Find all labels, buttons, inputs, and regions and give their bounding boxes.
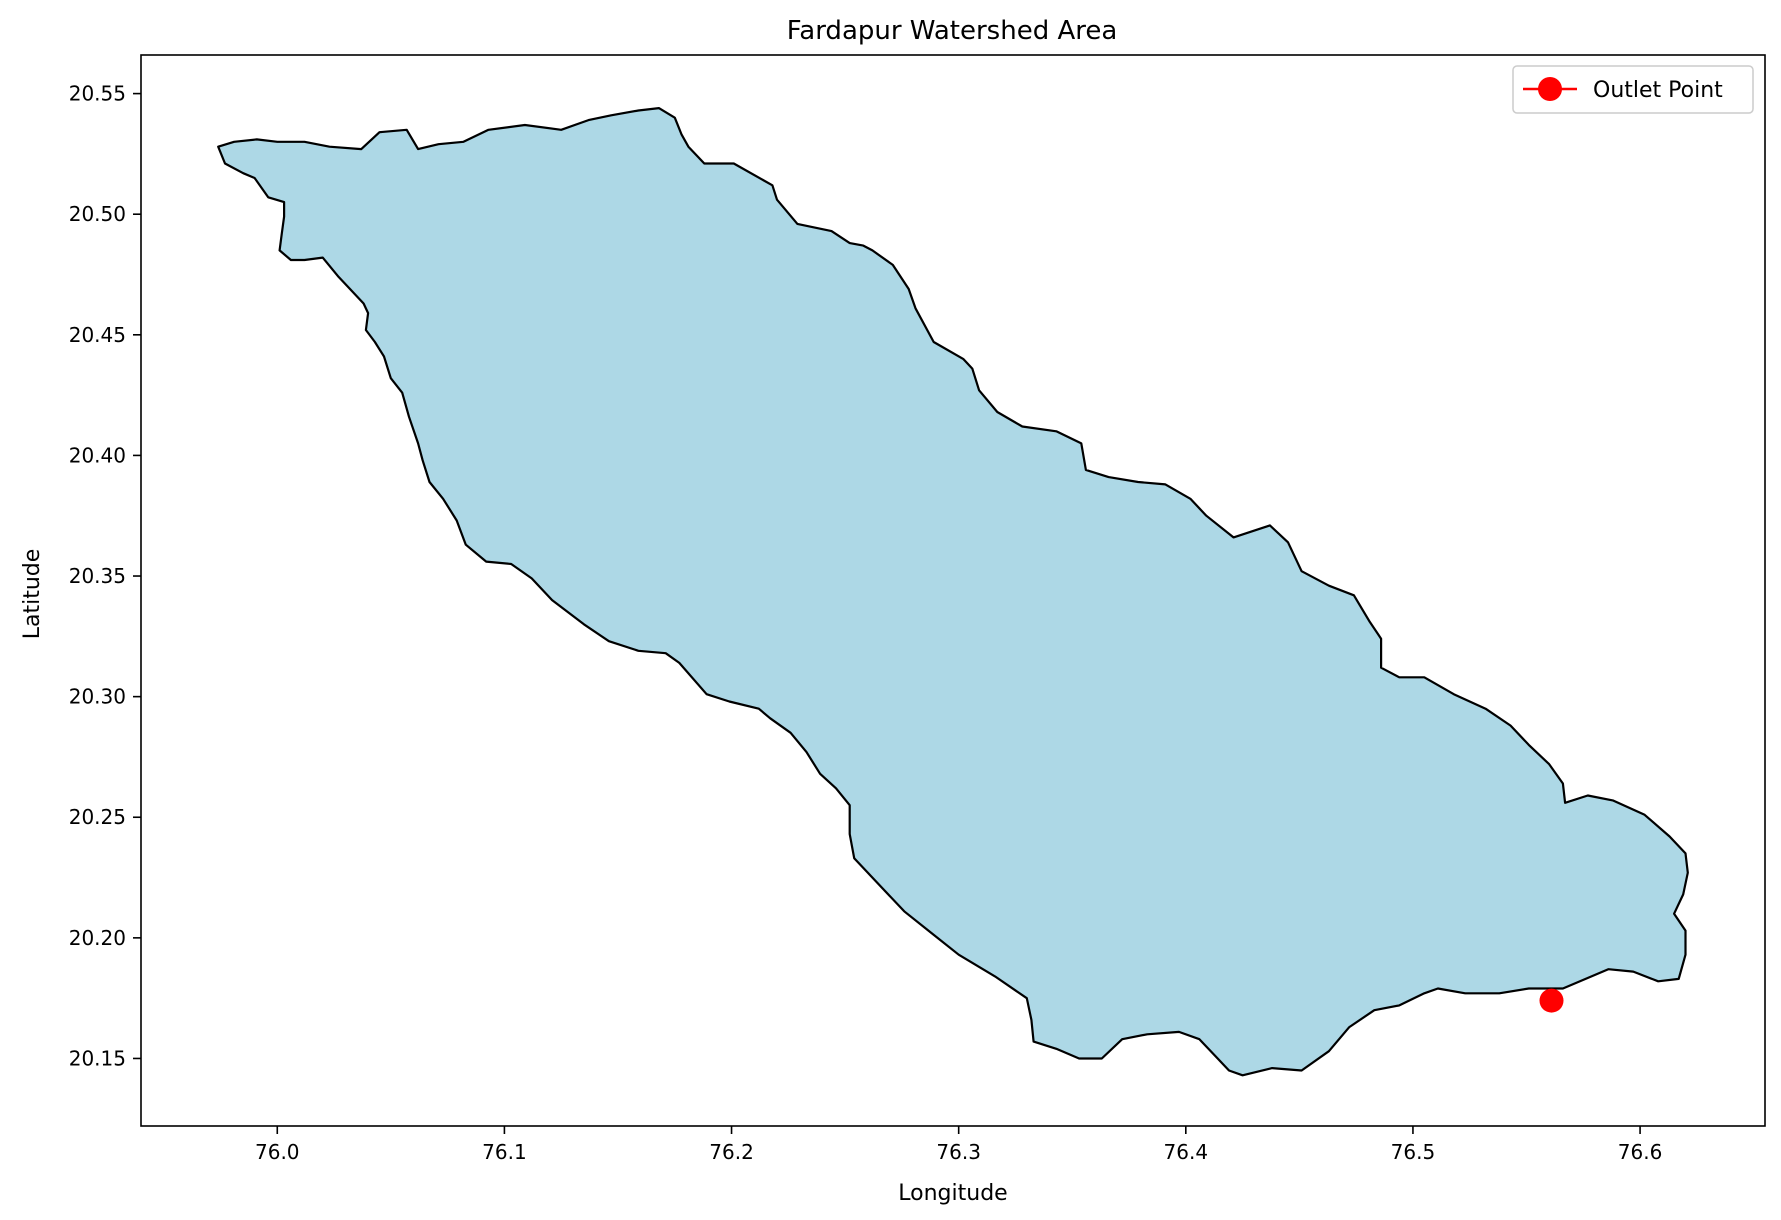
- y-tick-label: 20.30: [69, 685, 126, 709]
- y-tick-label: 20.45: [69, 323, 126, 347]
- x-tick-label: 76.2: [709, 1140, 754, 1164]
- y-tick-label: 20.15: [69, 1046, 126, 1070]
- y-tick-label: 20.25: [69, 805, 126, 829]
- x-tick-label: 76.6: [1618, 1140, 1663, 1164]
- legend-outlet-icon: [1538, 77, 1562, 101]
- y-tick-label: 20.40: [69, 443, 126, 467]
- axes-frame: [140, 54, 1766, 1127]
- y-tick-label: 20.55: [69, 82, 126, 106]
- y-tick-label: 20.50: [69, 202, 126, 226]
- legend: Outlet Point: [1512, 65, 1754, 114]
- y-tick-label: 20.20: [69, 926, 126, 950]
- x-axis-label: Longitude: [898, 1181, 1007, 1206]
- x-tick-label: 76.4: [1164, 1140, 1209, 1164]
- legend-box: [1512, 65, 1754, 114]
- y-axis-label: Latitude: [20, 549, 45, 640]
- watershed-polygon: [217, 107, 1689, 1077]
- x-tick-label: 76.1: [482, 1140, 527, 1164]
- x-tick-label: 76.3: [936, 1140, 981, 1164]
- x-axis-ticks: 76.0 76.1 76.2 76.3 76.4 76.5 76.6: [255, 1126, 1662, 1164]
- legend-label-outlet-point: Outlet Point: [1593, 78, 1723, 103]
- y-tick-label: 20.35: [69, 564, 126, 588]
- y-axis-ticks: 20.15 20.20 20.25 20.30 20.35 20.40 20.45 20.50…: [69, 82, 141, 1070]
- chart-title: Fardapur Watershed Area: [787, 16, 1118, 46]
- x-tick-label: 76.0: [255, 1140, 300, 1164]
- outlet-point-marker: [1539, 988, 1564, 1013]
- x-tick-label: 76.5: [1391, 1140, 1436, 1164]
- plot-area: [217, 107, 1689, 1077]
